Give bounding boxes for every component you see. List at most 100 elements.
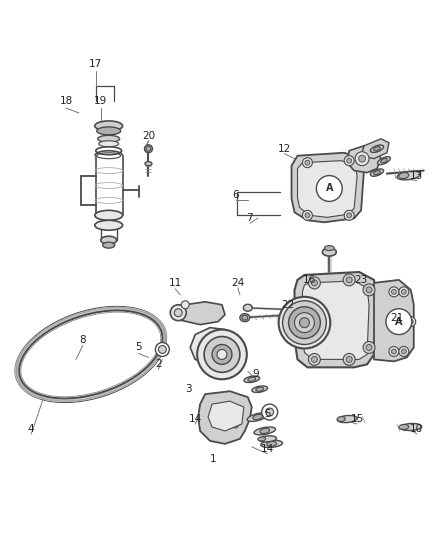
Polygon shape (208, 401, 244, 431)
Text: 4: 4 (28, 424, 35, 434)
Polygon shape (292, 153, 364, 222)
Text: 23: 23 (354, 275, 368, 285)
Text: 2: 2 (155, 359, 162, 369)
Circle shape (363, 284, 375, 296)
Ellipse shape (242, 315, 248, 320)
Circle shape (399, 287, 409, 297)
Polygon shape (297, 160, 357, 217)
Polygon shape (294, 272, 377, 367)
Ellipse shape (146, 146, 151, 151)
Ellipse shape (267, 441, 277, 446)
Circle shape (303, 211, 312, 220)
Text: 1: 1 (210, 454, 216, 464)
Polygon shape (347, 146, 381, 173)
Ellipse shape (399, 173, 409, 179)
Circle shape (170, 305, 186, 321)
Circle shape (212, 344, 232, 365)
Ellipse shape (248, 377, 256, 381)
Circle shape (355, 152, 369, 166)
Circle shape (217, 350, 227, 359)
Circle shape (344, 156, 354, 166)
Ellipse shape (374, 171, 380, 175)
Ellipse shape (261, 440, 283, 448)
Ellipse shape (101, 236, 117, 244)
Ellipse shape (98, 135, 120, 142)
Ellipse shape (337, 415, 357, 423)
Text: 18: 18 (60, 96, 73, 106)
Circle shape (392, 289, 396, 294)
Ellipse shape (381, 158, 387, 163)
Polygon shape (374, 280, 414, 361)
Ellipse shape (259, 436, 277, 442)
Polygon shape (361, 139, 389, 159)
Circle shape (386, 309, 412, 335)
Circle shape (389, 287, 399, 297)
Text: 5: 5 (135, 343, 142, 352)
Circle shape (363, 342, 375, 353)
Text: 15: 15 (350, 414, 364, 424)
Circle shape (181, 301, 189, 309)
Ellipse shape (322, 248, 336, 256)
Ellipse shape (145, 145, 152, 153)
Ellipse shape (145, 161, 152, 166)
Ellipse shape (399, 424, 409, 430)
Circle shape (401, 289, 406, 294)
Text: 19: 19 (94, 96, 107, 106)
Circle shape (197, 329, 247, 379)
Circle shape (155, 343, 170, 357)
Text: 6: 6 (233, 190, 239, 200)
Circle shape (266, 408, 274, 416)
Circle shape (346, 357, 352, 362)
Polygon shape (190, 328, 238, 367)
Ellipse shape (95, 211, 123, 220)
Circle shape (279, 297, 330, 349)
Ellipse shape (252, 386, 268, 392)
Ellipse shape (400, 423, 422, 431)
Circle shape (347, 158, 352, 163)
Ellipse shape (103, 242, 115, 248)
Text: 9: 9 (252, 369, 259, 379)
Circle shape (366, 344, 372, 351)
Text: 16: 16 (303, 275, 316, 285)
Circle shape (262, 404, 278, 420)
Circle shape (204, 336, 240, 373)
Circle shape (308, 353, 320, 365)
Circle shape (231, 420, 239, 428)
Circle shape (392, 349, 396, 354)
Ellipse shape (244, 376, 260, 383)
Ellipse shape (337, 416, 345, 422)
Ellipse shape (97, 127, 120, 135)
Polygon shape (170, 302, 225, 325)
Polygon shape (303, 281, 369, 359)
Text: 24: 24 (231, 278, 244, 288)
Circle shape (401, 349, 406, 354)
Ellipse shape (258, 437, 266, 441)
Ellipse shape (371, 145, 384, 152)
Circle shape (399, 346, 409, 357)
Ellipse shape (247, 413, 268, 422)
Ellipse shape (95, 121, 123, 131)
Text: 17: 17 (89, 59, 102, 69)
Circle shape (343, 353, 355, 365)
Circle shape (316, 175, 342, 201)
Circle shape (389, 346, 399, 357)
Text: 8: 8 (80, 335, 86, 344)
Ellipse shape (95, 220, 123, 230)
Ellipse shape (324, 246, 334, 251)
Text: 7: 7 (247, 213, 253, 223)
Text: 14: 14 (261, 444, 274, 454)
Circle shape (346, 277, 352, 283)
Circle shape (311, 280, 318, 286)
Text: 11: 11 (169, 278, 182, 288)
Text: 14: 14 (188, 414, 202, 424)
Circle shape (289, 307, 320, 338)
Circle shape (283, 301, 326, 344)
Text: 3: 3 (185, 384, 191, 394)
Circle shape (359, 155, 366, 162)
Text: 12: 12 (278, 144, 291, 154)
Circle shape (305, 160, 310, 165)
Text: 5: 5 (265, 409, 271, 419)
Circle shape (343, 274, 355, 286)
Ellipse shape (260, 429, 270, 433)
Circle shape (303, 158, 312, 168)
